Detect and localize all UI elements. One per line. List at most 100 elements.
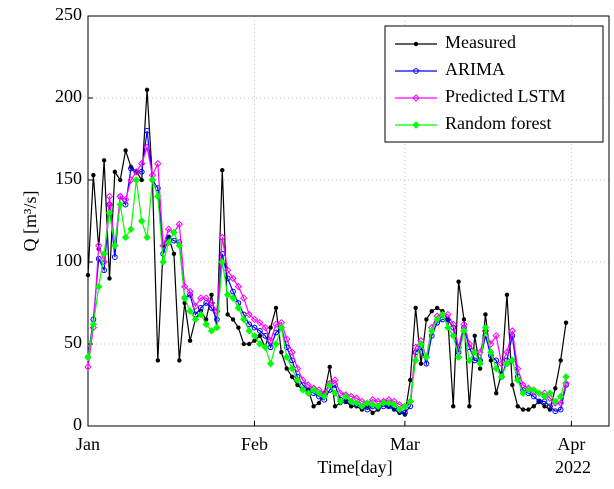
marker — [325, 381, 334, 389]
marker — [311, 404, 316, 409]
marker — [422, 353, 431, 361]
marker — [230, 288, 236, 295]
marker — [390, 400, 398, 409]
x-axis-label: Time[day] — [317, 457, 392, 477]
marker — [406, 397, 414, 406]
marker — [562, 373, 570, 381]
marker — [412, 94, 420, 102]
marker — [424, 317, 429, 322]
marker — [309, 386, 318, 394]
marker — [487, 348, 495, 356]
marker — [433, 315, 441, 324]
marker — [101, 158, 107, 163]
marker — [132, 176, 141, 184]
legend: Measured ARIMA Predicted LSTM Random forest — [384, 25, 604, 143]
marker — [520, 407, 526, 412]
marker — [524, 386, 533, 394]
marker — [411, 343, 420, 351]
y-tick-label: 50 — [64, 332, 82, 352]
marker — [401, 409, 408, 416]
marker — [105, 209, 114, 217]
marker — [379, 399, 388, 407]
marker — [477, 366, 483, 371]
marker — [413, 305, 418, 311]
legend-box — [384, 25, 604, 143]
marker — [348, 404, 354, 409]
marker — [288, 348, 296, 356]
y-axis-label: Q [m³/s] — [20, 191, 40, 252]
marker — [207, 327, 216, 335]
marker — [95, 255, 102, 262]
marker — [138, 217, 146, 225]
marker — [423, 360, 430, 367]
marker — [256, 318, 264, 327]
marker — [202, 320, 210, 329]
marker — [138, 159, 146, 168]
marker — [465, 356, 474, 365]
marker — [336, 389, 345, 397]
marker — [100, 258, 108, 266]
marker — [546, 389, 554, 397]
marker — [444, 323, 452, 332]
marker — [552, 408, 559, 415]
marker — [444, 310, 452, 319]
marker — [513, 364, 522, 373]
marker — [177, 358, 182, 363]
marker — [510, 382, 515, 388]
marker — [234, 282, 243, 291]
marker — [411, 356, 420, 365]
marker — [186, 307, 194, 315]
marker — [218, 258, 226, 266]
y-tick-label: 150 — [55, 168, 82, 188]
marker — [197, 294, 205, 302]
marker — [89, 323, 98, 332]
marker — [262, 332, 269, 339]
marker — [261, 343, 269, 351]
marker — [197, 310, 205, 319]
marker — [395, 405, 404, 414]
marker — [223, 291, 232, 299]
marker — [497, 373, 506, 381]
marker — [116, 200, 124, 209]
marker — [515, 404, 520, 409]
legend-label: Measured — [445, 32, 516, 52]
marker — [250, 332, 259, 340]
marker — [251, 324, 258, 331]
marker — [252, 338, 257, 343]
marker — [456, 279, 461, 284]
marker — [299, 386, 307, 394]
marker — [154, 192, 162, 201]
marker — [492, 332, 500, 340]
marker — [368, 400, 377, 409]
marker — [557, 406, 564, 413]
marker — [553, 386, 558, 391]
marker — [144, 87, 150, 93]
marker — [429, 309, 434, 314]
marker — [540, 392, 549, 401]
marker — [143, 143, 151, 151]
marker — [246, 341, 252, 347]
marker — [304, 381, 312, 389]
marker — [187, 338, 193, 343]
marker — [331, 376, 339, 384]
marker — [336, 397, 345, 406]
marker — [111, 241, 119, 250]
marker — [203, 317, 209, 322]
marker — [191, 302, 200, 310]
marker — [358, 402, 366, 411]
marker — [148, 176, 157, 184]
marker — [508, 327, 517, 335]
marker — [89, 320, 98, 329]
marker — [503, 348, 511, 356]
marker — [461, 317, 467, 322]
marker — [304, 389, 312, 397]
marker — [240, 294, 248, 302]
marker — [488, 358, 494, 363]
marker — [91, 172, 96, 178]
marker — [218, 233, 226, 242]
marker — [85, 272, 91, 278]
marker — [332, 404, 338, 409]
marker — [519, 389, 527, 397]
marker — [257, 333, 263, 338]
